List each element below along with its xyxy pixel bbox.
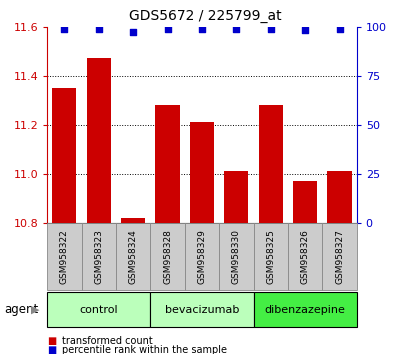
Text: bevacizumab: bevacizumab [164, 305, 238, 315]
Bar [287, 223, 321, 290]
Bar [86, 58, 110, 223]
Bar [52, 88, 76, 223]
Point [130, 30, 136, 35]
Bar [321, 223, 356, 290]
Point [61, 26, 67, 32]
Bar [292, 181, 317, 223]
Bar [150, 223, 184, 290]
Bar [218, 223, 253, 290]
Text: GSM958322: GSM958322 [60, 229, 69, 284]
Text: transformed count: transformed count [61, 336, 152, 346]
Bar [184, 223, 218, 290]
Text: GSM958328: GSM958328 [163, 229, 172, 284]
Bar [150, 292, 253, 327]
Text: GSM958325: GSM958325 [265, 229, 274, 284]
Bar [327, 171, 351, 223]
Bar [121, 218, 145, 223]
Bar [189, 122, 213, 223]
Point [198, 26, 204, 32]
Bar [47, 292, 150, 327]
Point [232, 26, 239, 32]
Point [267, 26, 273, 32]
Bar [258, 105, 282, 223]
Text: control: control [79, 305, 118, 315]
Point [301, 28, 308, 33]
Bar [253, 223, 287, 290]
Bar [116, 223, 150, 290]
Point [335, 26, 342, 32]
Text: GSM958324: GSM958324 [128, 229, 137, 284]
Bar [155, 105, 179, 223]
Text: GSM958329: GSM958329 [197, 229, 206, 284]
Point [95, 26, 102, 32]
Text: GDS5672 / 225799_at: GDS5672 / 225799_at [128, 9, 281, 23]
Bar [224, 171, 248, 223]
Text: GSM958330: GSM958330 [231, 229, 240, 284]
Bar [253, 292, 356, 327]
Text: dibenzazepine: dibenzazepine [264, 305, 345, 315]
Text: agent: agent [4, 303, 38, 316]
Text: ■: ■ [47, 336, 56, 346]
Bar [81, 223, 116, 290]
Bar [47, 223, 81, 290]
Text: GSM958327: GSM958327 [334, 229, 343, 284]
Point [164, 26, 171, 32]
Text: ■: ■ [47, 345, 56, 354]
Text: percentile rank within the sample: percentile rank within the sample [61, 345, 226, 354]
Text: GSM958323: GSM958323 [94, 229, 103, 284]
Text: GSM958326: GSM958326 [300, 229, 309, 284]
Text: ▶: ▶ [31, 305, 39, 315]
